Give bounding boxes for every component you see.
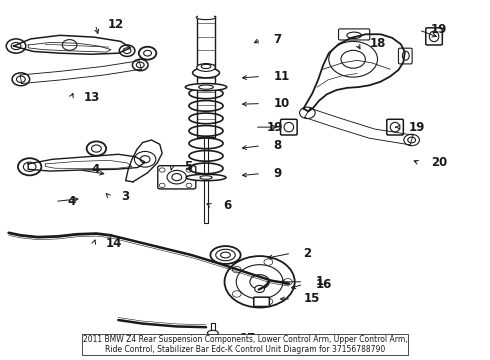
Ellipse shape	[209, 336, 216, 339]
Ellipse shape	[347, 32, 362, 39]
Circle shape	[139, 47, 156, 60]
FancyBboxPatch shape	[158, 166, 196, 189]
Text: 9: 9	[273, 167, 282, 180]
Ellipse shape	[220, 252, 230, 258]
Circle shape	[186, 168, 192, 172]
Circle shape	[17, 76, 25, 82]
FancyBboxPatch shape	[254, 297, 270, 306]
Circle shape	[123, 48, 131, 54]
Circle shape	[62, 40, 77, 50]
Circle shape	[132, 59, 148, 71]
Circle shape	[134, 152, 156, 167]
Ellipse shape	[167, 170, 187, 184]
Text: 4: 4	[92, 163, 100, 176]
Circle shape	[24, 162, 36, 171]
Ellipse shape	[193, 68, 220, 78]
Ellipse shape	[196, 15, 216, 19]
Text: 19: 19	[267, 121, 283, 134]
Circle shape	[136, 62, 144, 68]
Text: 7: 7	[273, 33, 281, 46]
Circle shape	[250, 275, 270, 289]
Text: 11: 11	[273, 70, 290, 83]
Text: 2: 2	[303, 247, 312, 260]
Bar	[198, 14, 214, 18]
Text: 15: 15	[303, 292, 320, 305]
Text: 2011 BMW Z4 Rear Suspension Components, Lower Control Arm, Upper Control Arm,
Ri: 2011 BMW Z4 Rear Suspension Components, …	[83, 335, 407, 354]
Circle shape	[224, 256, 294, 307]
FancyBboxPatch shape	[281, 119, 297, 135]
Text: 10: 10	[273, 97, 290, 110]
Bar	[197, 16, 215, 137]
Text: 1: 1	[316, 275, 324, 288]
Circle shape	[92, 145, 101, 152]
Circle shape	[341, 50, 366, 68]
Text: 4: 4	[67, 195, 75, 208]
Ellipse shape	[197, 64, 215, 71]
Circle shape	[144, 50, 151, 56]
Circle shape	[119, 45, 135, 57]
Text: 14: 14	[106, 237, 122, 250]
Text: 16: 16	[316, 278, 332, 291]
Circle shape	[404, 134, 419, 146]
Ellipse shape	[207, 330, 218, 336]
Circle shape	[12, 73, 30, 86]
Ellipse shape	[199, 85, 213, 89]
Ellipse shape	[186, 174, 226, 181]
Circle shape	[159, 168, 165, 172]
Text: 19: 19	[408, 121, 425, 134]
Text: 6: 6	[223, 199, 231, 212]
Ellipse shape	[172, 174, 182, 181]
Ellipse shape	[402, 51, 409, 60]
FancyBboxPatch shape	[398, 48, 412, 64]
Circle shape	[264, 259, 273, 265]
Circle shape	[232, 266, 241, 273]
Ellipse shape	[210, 246, 241, 264]
Circle shape	[232, 291, 241, 297]
Text: 19: 19	[431, 23, 447, 36]
Text: 18: 18	[369, 37, 386, 50]
Text: 3: 3	[121, 190, 129, 203]
Circle shape	[255, 285, 265, 293]
Text: 8: 8	[273, 139, 282, 152]
Text: 12: 12	[108, 18, 124, 31]
Circle shape	[6, 39, 26, 53]
Ellipse shape	[391, 122, 400, 132]
Ellipse shape	[200, 176, 212, 179]
Text: 20: 20	[431, 156, 447, 169]
FancyBboxPatch shape	[426, 28, 442, 45]
FancyBboxPatch shape	[339, 29, 370, 40]
Circle shape	[140, 156, 150, 163]
Circle shape	[284, 279, 292, 285]
Circle shape	[329, 41, 377, 77]
Circle shape	[186, 183, 192, 188]
Circle shape	[299, 107, 315, 118]
Bar	[203, 137, 208, 223]
Circle shape	[11, 42, 21, 50]
Circle shape	[87, 141, 106, 156]
Circle shape	[236, 265, 283, 299]
Text: 5: 5	[184, 160, 193, 173]
Text: 13: 13	[83, 91, 99, 104]
Ellipse shape	[185, 84, 227, 91]
Ellipse shape	[216, 249, 235, 261]
FancyBboxPatch shape	[387, 119, 403, 135]
Bar	[211, 323, 215, 339]
Circle shape	[18, 158, 41, 175]
Text: 17: 17	[240, 333, 256, 346]
Circle shape	[408, 137, 416, 143]
Circle shape	[159, 183, 165, 188]
Circle shape	[264, 298, 273, 305]
Ellipse shape	[201, 64, 211, 68]
Ellipse shape	[429, 31, 439, 42]
Ellipse shape	[284, 122, 294, 132]
